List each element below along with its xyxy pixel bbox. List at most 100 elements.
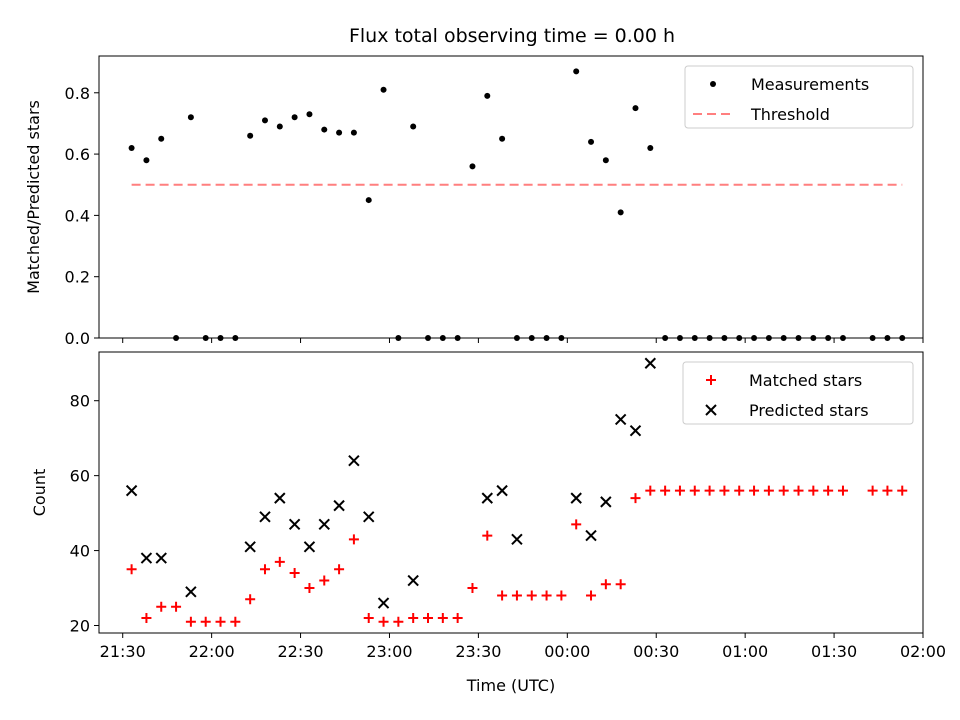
data-point <box>261 117 268 124</box>
x-tick-label: 22:00 <box>189 642 235 661</box>
y-tick-label: 0.4 <box>65 206 90 225</box>
data-point <box>303 541 316 553</box>
matched-stars-series <box>126 485 908 627</box>
y-tick-label: 60 <box>70 467 90 486</box>
data-point <box>810 335 817 341</box>
ratio-panel: 0.0 0.2 0.4 0.6 0.8 Matched/Predicted stars Me… <box>24 55 924 348</box>
data-point <box>336 129 343 136</box>
data-point <box>304 583 315 594</box>
data-point <box>573 68 580 75</box>
data-point <box>454 335 461 341</box>
data-point <box>187 114 194 121</box>
y-tick-label: 0.2 <box>65 268 90 287</box>
data-point <box>751 335 758 341</box>
data-point <box>395 335 402 341</box>
chart-title: Flux total observing time = 0.00 h <box>349 25 675 47</box>
data-point <box>244 541 256 553</box>
data-point <box>541 590 552 601</box>
data-point <box>808 485 819 496</box>
data-point <box>291 114 298 121</box>
data-point <box>410 123 417 130</box>
data-point <box>469 163 476 170</box>
data-point <box>689 485 700 496</box>
data-point <box>528 335 535 341</box>
data-point <box>749 485 760 496</box>
data-point <box>704 485 715 496</box>
data-point <box>660 485 671 496</box>
measurements-series <box>128 68 906 341</box>
data-point <box>736 335 743 341</box>
data-point <box>899 335 906 341</box>
data-point <box>674 485 685 496</box>
data-point <box>333 499 345 512</box>
data-point <box>543 335 550 341</box>
data-point <box>662 335 669 341</box>
data-point <box>647 144 654 151</box>
data-point <box>706 335 713 341</box>
data-point <box>586 590 597 601</box>
data-point <box>439 335 446 341</box>
data-point <box>200 616 211 627</box>
y-tick-label: 40 <box>70 542 90 561</box>
data-point <box>143 157 150 164</box>
data-point <box>348 534 359 545</box>
data-point <box>319 575 330 586</box>
legend-cross-swatch <box>705 404 717 416</box>
data-point <box>558 335 565 341</box>
data-point <box>348 454 360 467</box>
data-point <box>171 601 182 612</box>
legend-box <box>684 65 914 129</box>
data-point <box>585 529 597 542</box>
data-point <box>393 616 404 627</box>
data-point <box>259 564 270 575</box>
data-point <box>645 485 656 496</box>
data-point <box>274 556 285 567</box>
data-point <box>128 144 135 151</box>
legend-dot-swatch <box>710 81 716 87</box>
data-point <box>467 583 478 594</box>
x-tick-label: 23:30 <box>455 642 501 661</box>
data-point <box>511 533 523 546</box>
data-point <box>173 335 180 341</box>
x-tick-label: 02:00 <box>900 642 946 661</box>
data-point <box>230 616 241 627</box>
x-axis-label: Time (UTC) <box>466 676 555 695</box>
legend: Measurements Threshold <box>684 65 914 129</box>
data-point <box>839 335 846 341</box>
data-point <box>513 335 520 341</box>
legend-label: Measurements <box>751 75 869 94</box>
x-tick-label: 01:00 <box>722 642 768 661</box>
data-point <box>614 413 627 426</box>
data-point <box>423 613 434 624</box>
data-point <box>837 485 848 496</box>
data-point <box>306 111 313 118</box>
data-point <box>570 492 582 504</box>
data-point <box>630 493 641 504</box>
data-point <box>600 579 611 590</box>
data-point <box>126 564 137 575</box>
data-point <box>765 335 772 341</box>
data-point <box>288 518 301 531</box>
data-point <box>499 135 506 142</box>
x-tick-label: 00:30 <box>633 642 679 661</box>
data-point <box>452 613 463 624</box>
data-point <box>365 197 372 204</box>
x-tick-label: 00:00 <box>544 642 590 661</box>
data-point <box>526 590 537 601</box>
data-point <box>380 86 387 93</box>
data-point <box>676 335 683 341</box>
data-point <box>825 335 832 341</box>
data-point <box>484 92 491 99</box>
data-point <box>245 594 256 605</box>
data-point <box>185 616 196 627</box>
legend-label: Predicted stars <box>749 401 869 420</box>
legend-label: Threshold <box>750 105 830 124</box>
data-point <box>644 357 657 369</box>
count-panel: 21:30 22:00 22:30 23:00 23:30 00:00 00:30 01:00… <box>30 351 946 661</box>
data-point <box>588 138 595 145</box>
data-point <box>407 574 419 587</box>
data-point <box>481 492 493 504</box>
data-point <box>721 335 728 341</box>
x-tick-label: 22:30 <box>277 642 323 661</box>
data-point <box>632 105 639 112</box>
